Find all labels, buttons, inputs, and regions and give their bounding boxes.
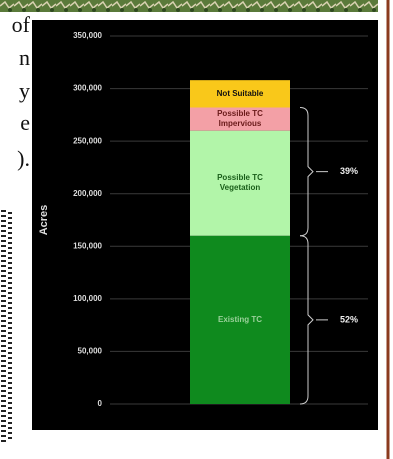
annotation-label: 52% (340, 314, 358, 324)
y-tick-label: 200,000 (73, 189, 102, 198)
y-tick-label: 300,000 (73, 84, 102, 93)
bracket (299, 106, 314, 237)
segment-label-line: Vegetation (220, 183, 261, 192)
doc-text: of (11, 12, 30, 37)
doc-text: e (20, 110, 30, 135)
y-tick-label: 0 (98, 399, 103, 408)
vertical-text (1, 210, 14, 442)
segment-label-line: Existing TC (218, 315, 262, 324)
segment-label: Existing TC (218, 315, 262, 324)
segment-label-line: Impervious (219, 119, 262, 128)
bar-segment (190, 80, 290, 108)
doc-text: ). (17, 146, 30, 171)
bar-segment (190, 235, 290, 404)
segment-label: Possible TC Impervious (217, 109, 263, 128)
y-tick-label: 350,000 (73, 31, 102, 40)
doc-text: n (19, 45, 30, 70)
segment-label-line: Possible TC (217, 173, 263, 182)
segment-label: Not Suitable (217, 89, 264, 98)
segment-label: Possible TC Vegetation (217, 173, 263, 192)
y-tick-label: 50,000 (78, 347, 103, 356)
chart: Acres 0 50,000 100,000 150,000 200,000 250,00… (32, 20, 378, 430)
map-strip (0, 0, 378, 12)
y-tick-label: 250,000 (73, 136, 102, 145)
annotation-label: 39% (340, 166, 358, 176)
y-axis-label: Acres (38, 205, 50, 236)
y-tick-label: 100,000 (73, 294, 102, 303)
doc-text: y (19, 78, 30, 103)
segment-label-line: Not Suitable (217, 89, 264, 98)
y-tick-label: 150,000 (73, 241, 102, 250)
bracket (299, 235, 314, 405)
segment-label-line: Possible TC (217, 109, 263, 118)
bar-segment (190, 107, 290, 131)
bar-segment (190, 130, 290, 236)
